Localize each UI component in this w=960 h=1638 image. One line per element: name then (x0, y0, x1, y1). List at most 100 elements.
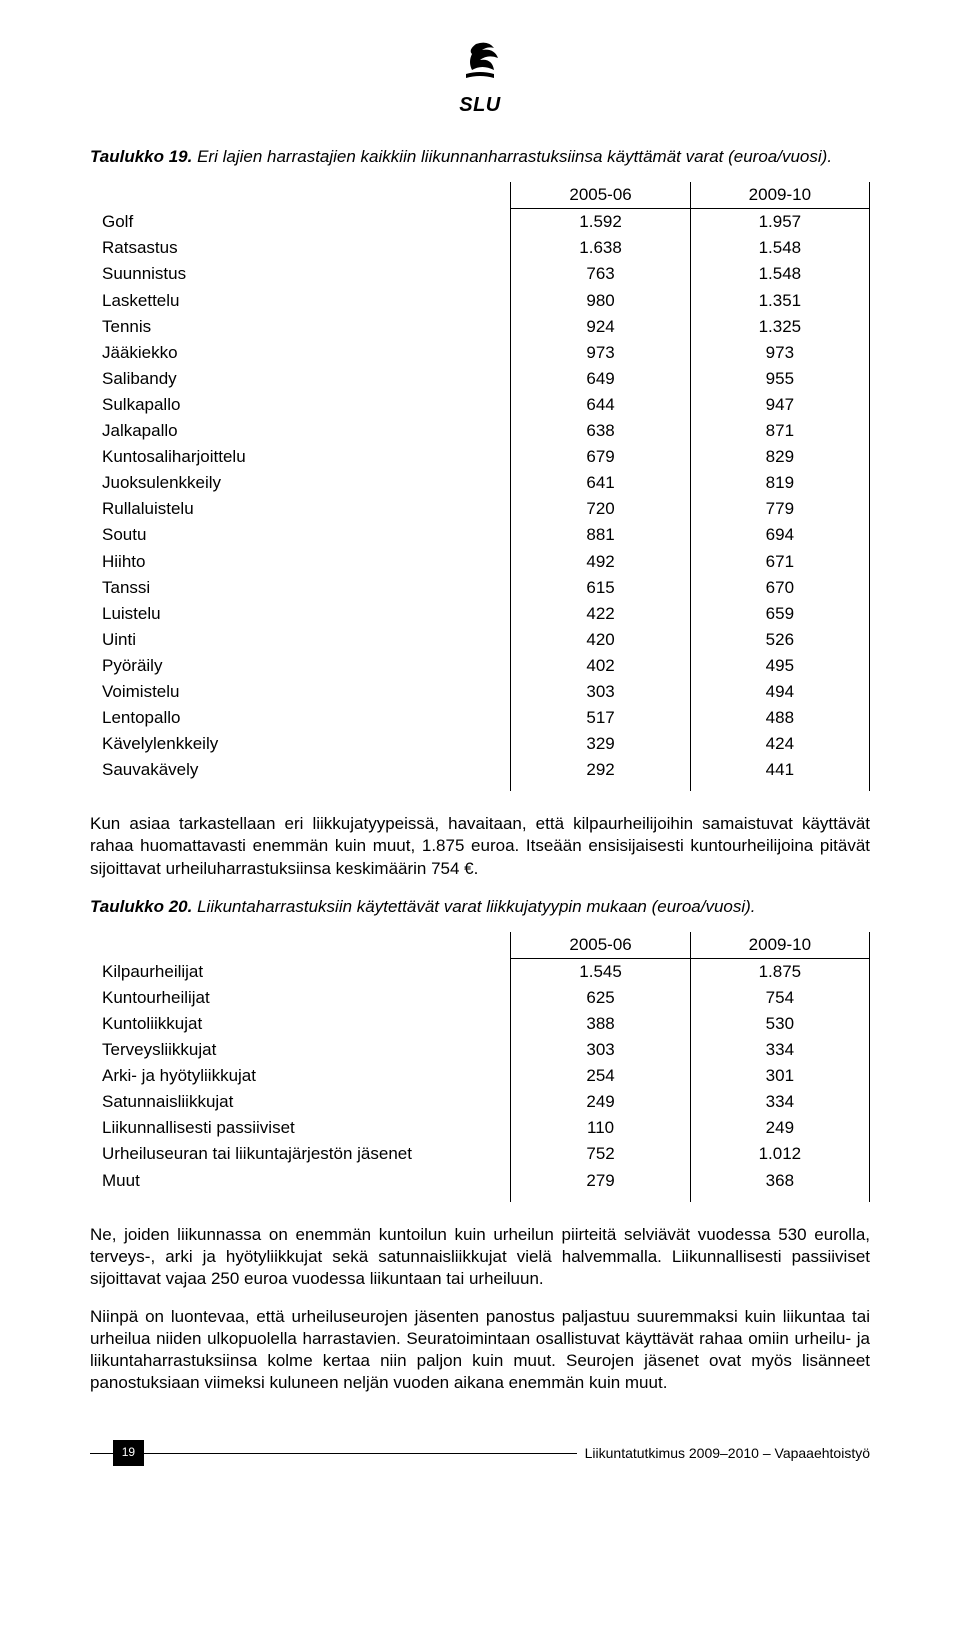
table1-row-label: Kävelylenkkeily (90, 731, 511, 757)
table1-cell: 1.351 (690, 288, 869, 314)
table1-cell: 720 (511, 496, 690, 522)
table-row: Salibandy649955 (90, 366, 870, 392)
table-row: Muut279368 (90, 1168, 870, 1202)
table2-cell: 249 (690, 1115, 869, 1141)
table2-row-label: Kuntoliikkujat (90, 1011, 511, 1037)
table1-cell: 638 (511, 418, 690, 444)
table-row: Tanssi615670 (90, 575, 870, 601)
table1-row-label: Tanssi (90, 575, 511, 601)
table1-cell: 644 (511, 392, 690, 418)
table1-row-label: Rullaluistelu (90, 496, 511, 522)
table1-caption-text: Eri lajien harrastajien kaikkiin liikunn… (197, 147, 832, 166)
table2-cell: 303 (511, 1037, 690, 1063)
table2: 2005-06 2009-10 Kilpaurheilijat1.5451.87… (90, 932, 870, 1202)
table1-cell: 829 (690, 444, 869, 470)
table1-col0: 2005-06 (511, 182, 690, 209)
table1-caption: Taulukko 19. Eri lajien harrastajien kai… (90, 146, 870, 168)
table1-cell: 1.638 (511, 235, 690, 261)
table2-cell: 334 (690, 1089, 869, 1115)
table-row: Liikunnallisesti passiiviset110249 (90, 1115, 870, 1141)
table2-cell: 388 (511, 1011, 690, 1037)
paragraph-2: Ne, joiden liikunnassa on enemmän kuntoi… (90, 1224, 870, 1290)
table1-cell: 1.548 (690, 235, 869, 261)
table-row: Jääkiekko973973 (90, 340, 870, 366)
table1-cell: 488 (690, 705, 869, 731)
table1-row-label: Sulkapallo (90, 392, 511, 418)
table-row: Lentopallo517488 (90, 705, 870, 731)
table-row: Tennis9241.325 (90, 314, 870, 340)
table1-cell: 980 (511, 288, 690, 314)
table1-row-label: Hiihto (90, 549, 511, 575)
table1-cell: 871 (690, 418, 869, 444)
table2-row-label: Satunnaisliikkujat (90, 1089, 511, 1115)
table2-row-label: Muut (90, 1168, 511, 1202)
table1-row-label: Ratsastus (90, 235, 511, 261)
table2-cell: 249 (511, 1089, 690, 1115)
table2-cell: 254 (511, 1063, 690, 1089)
table1-empty-header (90, 182, 511, 209)
table1-cell: 955 (690, 366, 869, 392)
table1-row-label: Tennis (90, 314, 511, 340)
table2-caption: Taulukko 20. Liikuntaharrastuksiin käyte… (90, 896, 870, 918)
table1-col1: 2009-10 (690, 182, 869, 209)
table2-cell: 530 (690, 1011, 869, 1037)
table1-row-label: Voimistelu (90, 679, 511, 705)
table1-cell: 495 (690, 653, 869, 679)
table2-cell: 334 (690, 1037, 869, 1063)
table-row: Kuntoliikkujat388530 (90, 1011, 870, 1037)
table1-cell: 1.592 (511, 209, 690, 236)
table1-cell: 819 (690, 470, 869, 496)
table2-col0: 2005-06 (511, 932, 690, 959)
logo-text: SLU (90, 92, 870, 118)
table1-cell: 973 (511, 340, 690, 366)
table2-cell: 110 (511, 1115, 690, 1141)
table1-row-label: Kuntosaliharjoittelu (90, 444, 511, 470)
table1-cell: 659 (690, 601, 869, 627)
table2-cell: 301 (690, 1063, 869, 1089)
table1-row-label: Luistelu (90, 601, 511, 627)
table1-cell: 615 (511, 575, 690, 601)
table-row: Urheiluseuran tai liikuntajärjestön jäse… (90, 1141, 870, 1167)
table1-cell: 329 (511, 731, 690, 757)
table-row: Uinti420526 (90, 627, 870, 653)
table1-row-label: Suunnistus (90, 261, 511, 287)
paragraph-1: Kun asiaa tarkastellaan eri liikkujatyyp… (90, 813, 870, 879)
table-row: Pyöräily402495 (90, 653, 870, 679)
table1-cell: 1.325 (690, 314, 869, 340)
table1-row-label: Jääkiekko (90, 340, 511, 366)
table2-empty-header (90, 932, 511, 959)
table2-row-label: Kilpaurheilijat (90, 958, 511, 985)
table-row: Kuntourheilijat625754 (90, 985, 870, 1011)
table1-row-label: Sauvakävely (90, 757, 511, 791)
table-row: Terveysliikkujat303334 (90, 1037, 870, 1063)
table-row: Sulkapallo644947 (90, 392, 870, 418)
table-row: Soutu881694 (90, 522, 870, 548)
table1-cell: 973 (690, 340, 869, 366)
table2-row-label: Terveysliikkujat (90, 1037, 511, 1063)
table-row: Sauvakävely292441 (90, 757, 870, 791)
table-row: Satunnaisliikkujat249334 (90, 1089, 870, 1115)
table1-cell: 441 (690, 757, 869, 791)
table2-row-label: Urheiluseuran tai liikuntajärjestön jäse… (90, 1141, 511, 1167)
table2-cell: 1.875 (690, 958, 869, 985)
table2-cell: 279 (511, 1168, 690, 1202)
table1-cell: 924 (511, 314, 690, 340)
table2-cell: 368 (690, 1168, 869, 1202)
table2-cell: 1.012 (690, 1141, 869, 1167)
table1-cell: 641 (511, 470, 690, 496)
table1-cell: 420 (511, 627, 690, 653)
table-row: Juoksulenkkeily641819 (90, 470, 870, 496)
table1-cell: 1.957 (690, 209, 869, 236)
table1-cell: 422 (511, 601, 690, 627)
table1-cell: 679 (511, 444, 690, 470)
table2-col1: 2009-10 (690, 932, 869, 959)
table1-cell: 779 (690, 496, 869, 522)
table1-cell: 671 (690, 549, 869, 575)
table1-cell: 424 (690, 731, 869, 757)
slu-logo-icon (458, 40, 502, 88)
table1: 2005-06 2009-10 Golf1.5921.957Ratsastus1… (90, 182, 870, 791)
table2-cell: 754 (690, 985, 869, 1011)
table-row: Golf1.5921.957 (90, 209, 870, 236)
table2-caption-label: Taulukko 20. (90, 897, 192, 916)
table1-cell: 649 (511, 366, 690, 392)
